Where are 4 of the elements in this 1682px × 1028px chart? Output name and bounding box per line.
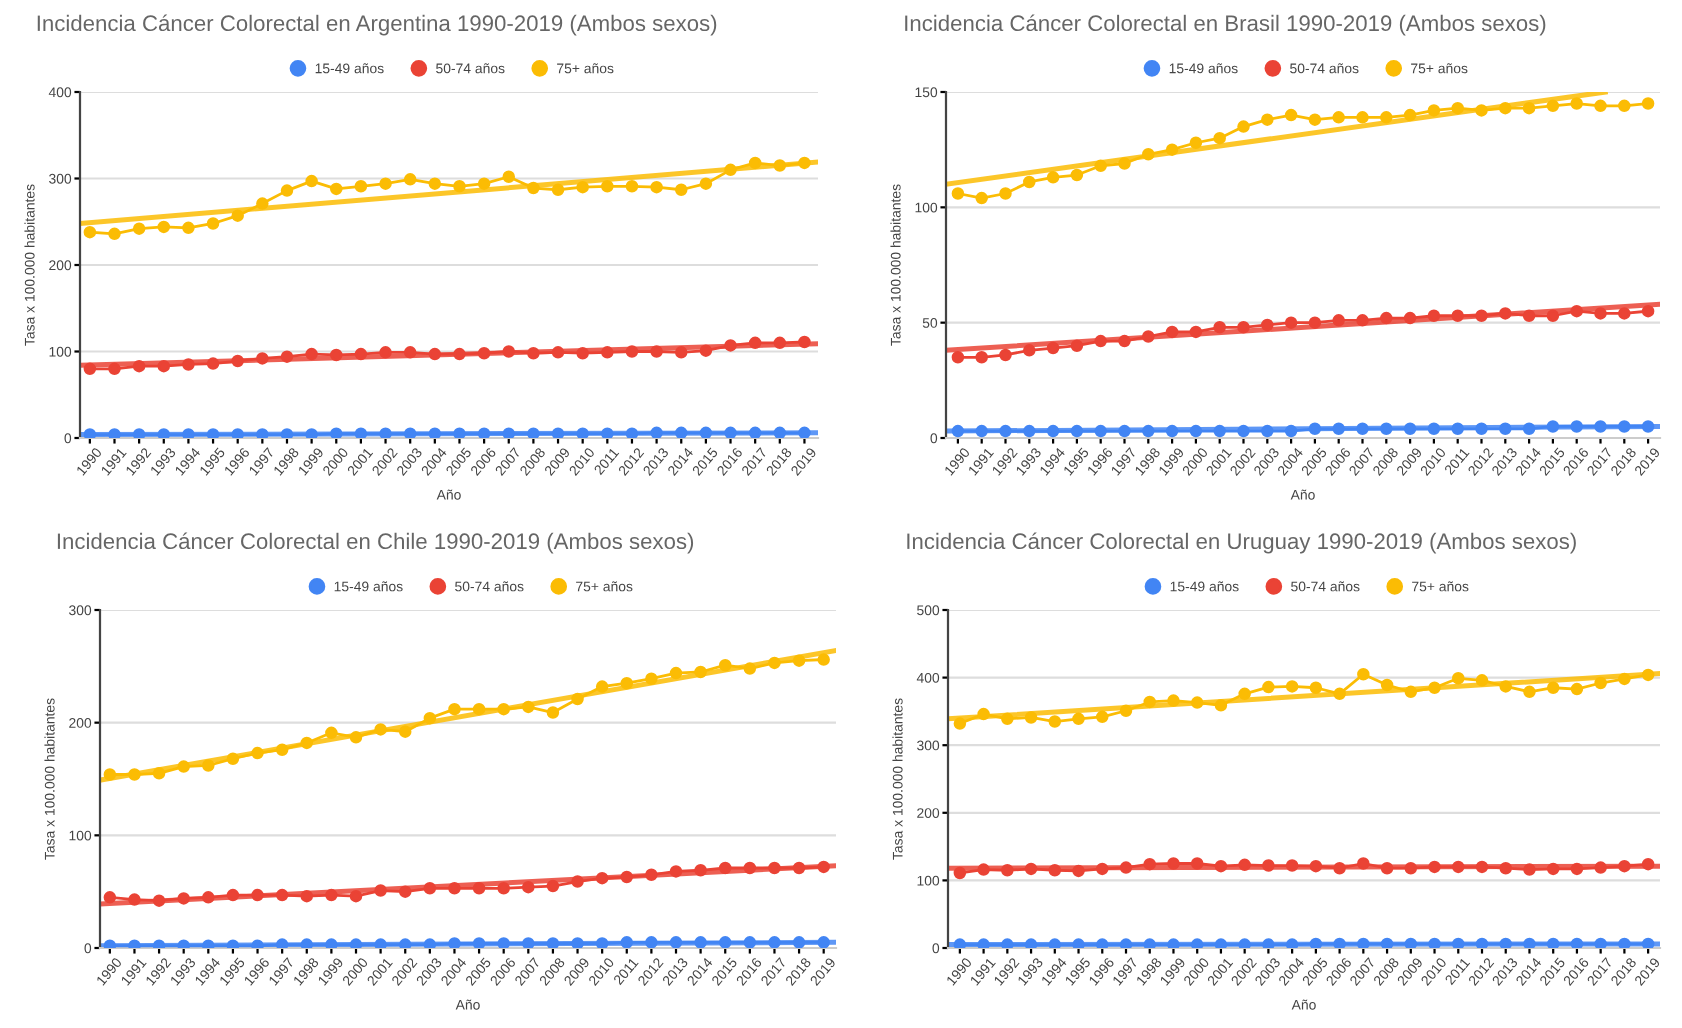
chart-title: Incidencia Cáncer Colorectal en Uruguay 1990-2019 (Ambos sexos) — [907, 532, 1576, 554]
chart-title: Incidencia Cáncer Colorectal en Brasil 1990-2019 (Ambos sexos) — [905, 14, 1546, 36]
chart-title: Incidencia Cáncer Colorectal en Argentina 1990-2019 (Ambos sexos) — [37, 14, 717, 36]
chart-title: Incidencia Cáncer Colorectal en Chile 1990-2019 (Ambos sexos) — [57, 532, 694, 554]
